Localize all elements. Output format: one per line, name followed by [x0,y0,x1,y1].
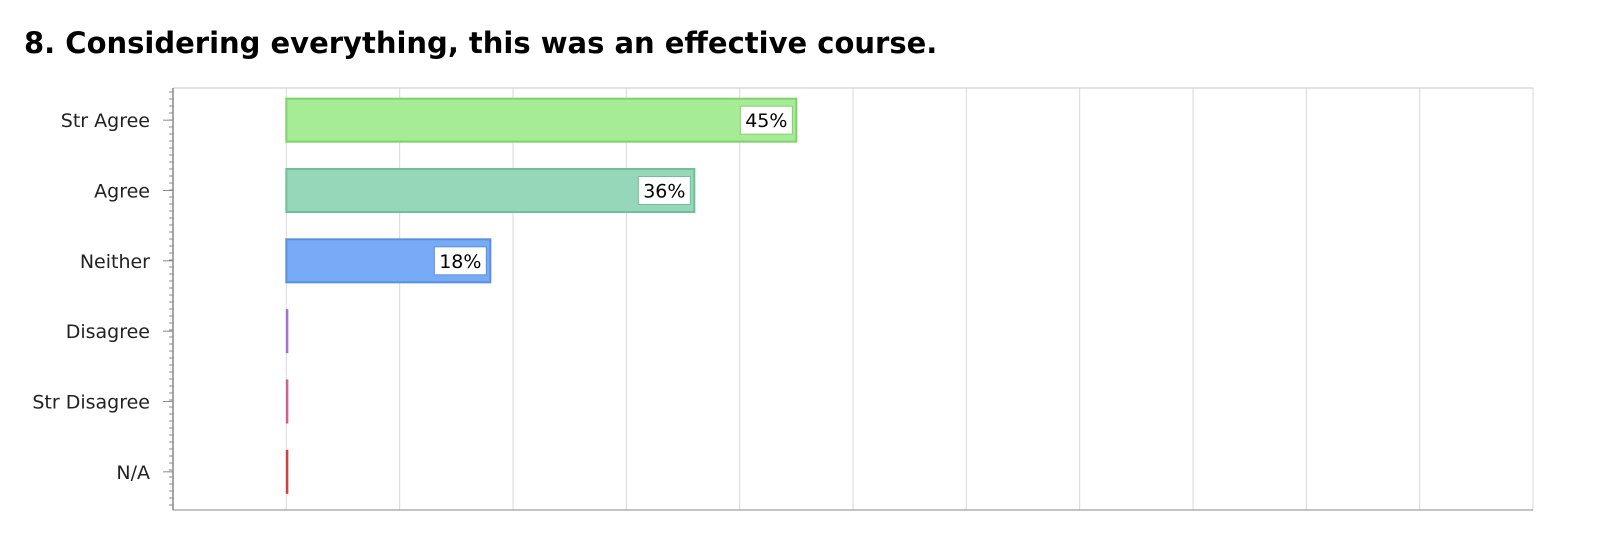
category-label: Str Disagree [32,392,150,414]
bars [285,97,798,494]
data-label: 36% [643,181,685,203]
data-label: 18% [439,251,481,273]
data-label-box [739,105,793,135]
chart-title: 8. Considering everything, this was an e… [24,26,938,60]
bar [285,168,696,213]
data-label-box [637,176,691,205]
bar [285,449,289,494]
bar [285,97,798,143]
bar [285,379,289,424]
category-label: Neither [80,251,150,273]
data-labels: 45% 36% 18% [433,105,793,276]
y-axis [163,88,1533,511]
category-label: Disagree [66,321,150,343]
category-label: Agree [94,181,150,203]
data-label-box [433,246,487,276]
grid-lines [172,87,1534,510]
category-label: Str Agree [61,110,150,132]
data-label: 45% [745,110,787,132]
bar [285,309,289,354]
category-label: N/A [116,462,150,484]
category-labels: Str Agree Agree Neither Disagree Str Disagre… [32,110,150,484]
